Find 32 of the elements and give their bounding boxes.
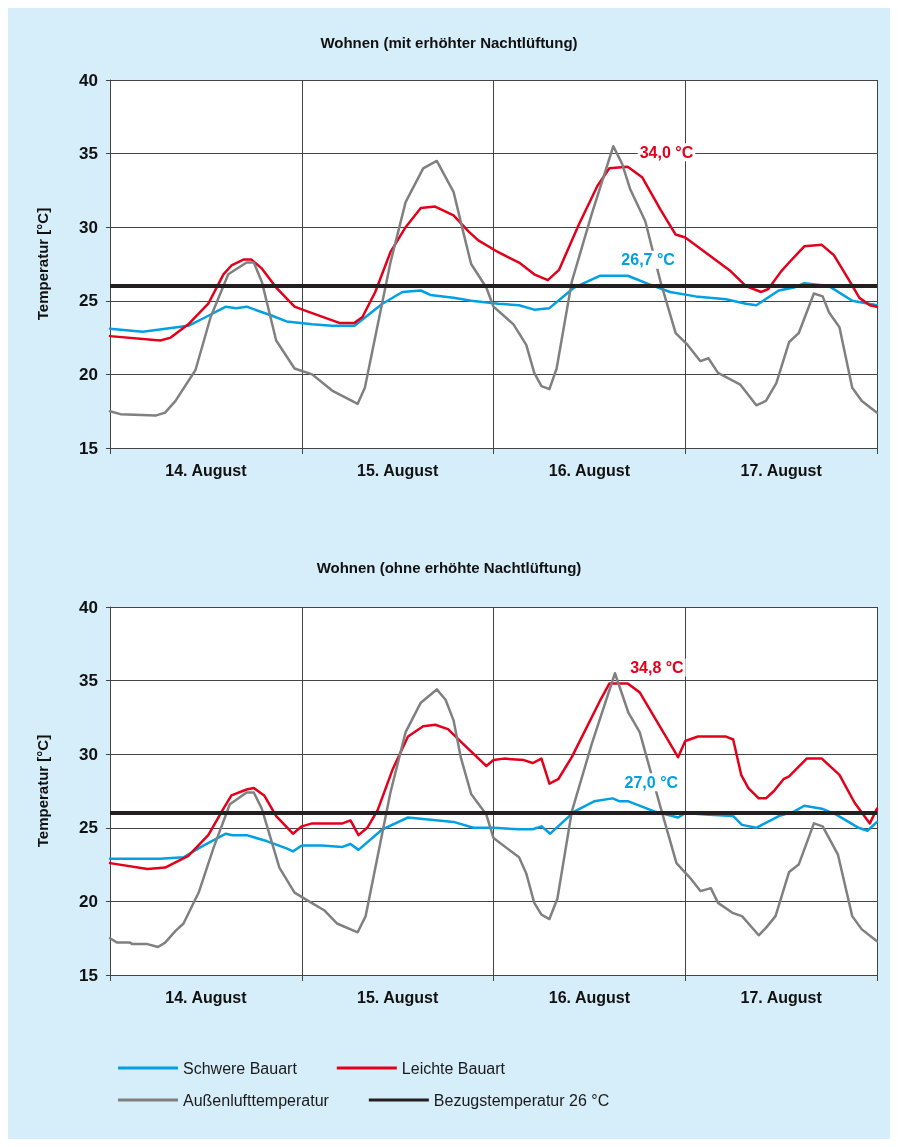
annotation: 34,8 °C [630, 659, 685, 677]
y-axis-title: Temperatur [°C] [34, 734, 51, 848]
x-tick-label: 14. August [165, 461, 248, 479]
x-tick-label: 14. August [165, 988, 248, 1006]
y-tick-label: 25 [79, 818, 98, 838]
y-tick-label: 25 [79, 291, 98, 311]
annotation: 27,0 °C [624, 773, 679, 791]
legend-label: Außenlufttemperatur [183, 1091, 330, 1109]
y-tick-label: 15 [79, 965, 98, 985]
legend-label: Bezugstemperatur 26 °C [433, 1091, 610, 1109]
y-tick-label: 15 [79, 438, 98, 458]
x-tick-label: 16. August [548, 988, 631, 1006]
annotation: 26,7 °C [621, 251, 676, 269]
y-tick-label: 40 [79, 597, 98, 617]
x-tick-label: 15. August [357, 988, 439, 1006]
y-tick-label: 30 [79, 217, 98, 237]
y-axis-title: Temperatur [°C] [34, 207, 51, 321]
x-tick-label: 15. August [357, 461, 439, 479]
x-tick-label: 16. August [548, 461, 631, 479]
legend-label: Leichte Bauart [401, 1059, 506, 1077]
y-tick-label: 35 [79, 671, 98, 691]
annotation: 34,0 °C [639, 143, 694, 161]
chart-title: Wohnen (mit erhöhter Nachtlüftung) [320, 34, 578, 51]
y-tick-label: 40 [79, 70, 98, 90]
y-tick-label: 35 [79, 144, 98, 164]
chart-title: Wohnen (ohne erhöhte Nachtlüftung) [316, 559, 582, 576]
y-tick-label: 20 [79, 891, 98, 911]
legend-label: Schwere Bauart [183, 1059, 298, 1077]
y-tick-label: 20 [79, 364, 98, 384]
x-tick-label: 17. August [740, 988, 823, 1006]
y-tick-label: 30 [79, 744, 98, 764]
x-tick-label: 17. August [740, 461, 823, 479]
